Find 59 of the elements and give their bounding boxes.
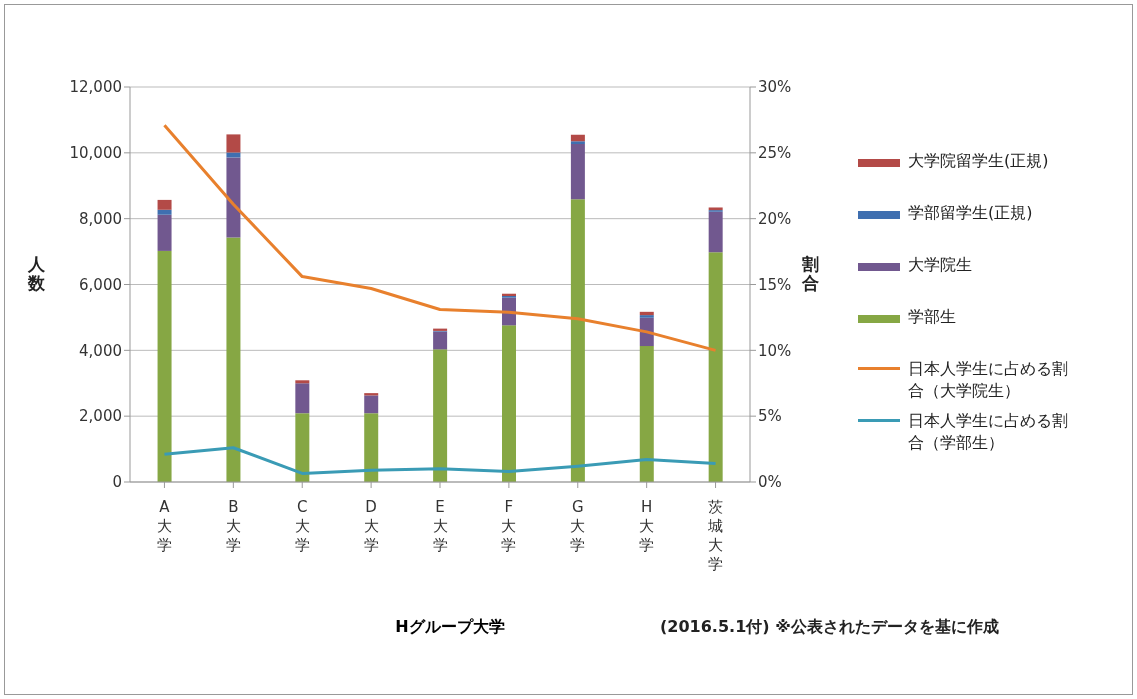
y2-tick-label: 10% — [758, 341, 792, 360]
x-tick-label: E大学 — [432, 498, 448, 554]
bar — [364, 395, 379, 414]
bar — [502, 325, 516, 482]
bar — [295, 413, 310, 482]
x-tick-label: A大学 — [156, 498, 172, 554]
y2-axis-title: 割合 — [800, 254, 820, 293]
bar — [157, 250, 172, 482]
bar — [226, 134, 241, 153]
bar — [364, 413, 379, 482]
y2-tick-label: 30% — [758, 78, 792, 97]
bar — [570, 199, 585, 482]
legend-label: 大学院留学生(正規) — [908, 150, 1050, 172]
y-tick-label: 0 — [112, 473, 122, 492]
y-axis-title: 人数 — [26, 254, 46, 293]
bar — [226, 157, 241, 238]
y2-tick-label: 25% — [758, 144, 792, 163]
bar — [570, 143, 585, 200]
bar — [157, 199, 172, 210]
legend-label: 日本人学生に占める割合（大学院生） — [908, 358, 1069, 402]
bar — [433, 349, 448, 482]
x-tick-label: C大学 — [294, 498, 310, 554]
bar — [639, 311, 654, 316]
legend-label: 大学院生 — [908, 254, 973, 276]
x-tick-label: B大学 — [225, 498, 241, 554]
bar — [639, 346, 654, 482]
bar — [708, 211, 723, 253]
x-axis-title: Hグループ大学 — [394, 617, 506, 638]
y2-tick-label: 5% — [758, 407, 782, 426]
bar — [226, 237, 241, 482]
y-tick-label: 10,000 — [69, 144, 122, 163]
x-tick-label: H大学 — [639, 498, 655, 554]
x-tick-label: F大学 — [501, 498, 517, 554]
line-series — [162, 123, 718, 352]
legend-label: 学部生 — [908, 306, 957, 328]
y2-tick-label: 20% — [758, 209, 792, 228]
y-tick-label: 6,000 — [79, 275, 122, 294]
text: (2016.5.1付) ※公表されたデータを基に作成 — [660, 617, 1000, 638]
bar — [639, 315, 654, 318]
legend-label: 学部留学生(正規) — [908, 202, 1034, 224]
y-tick-label: 2,000 — [79, 407, 122, 426]
bar — [295, 380, 310, 384]
y-tick-label: 12,000 — [69, 78, 122, 97]
y-tick-label: 4,000 — [79, 341, 122, 360]
bar — [570, 141, 585, 144]
bar — [295, 383, 310, 414]
bar — [157, 209, 172, 215]
legend-label: 日本人学生に占める割合（学部生） — [908, 410, 1069, 454]
line-series — [162, 446, 718, 475]
y2-tick-label: 15% — [758, 275, 792, 294]
y2-tick-label: 0% — [758, 473, 782, 492]
x-tick-label: 茨城大学 — [707, 498, 724, 573]
bar — [157, 214, 172, 251]
bar — [570, 134, 585, 142]
bar — [708, 252, 723, 482]
x-tick-label: D大学 — [363, 498, 379, 554]
y-tick-label: 8,000 — [79, 209, 122, 228]
bar — [433, 331, 448, 350]
x-tick-label: G大学 — [570, 498, 586, 554]
